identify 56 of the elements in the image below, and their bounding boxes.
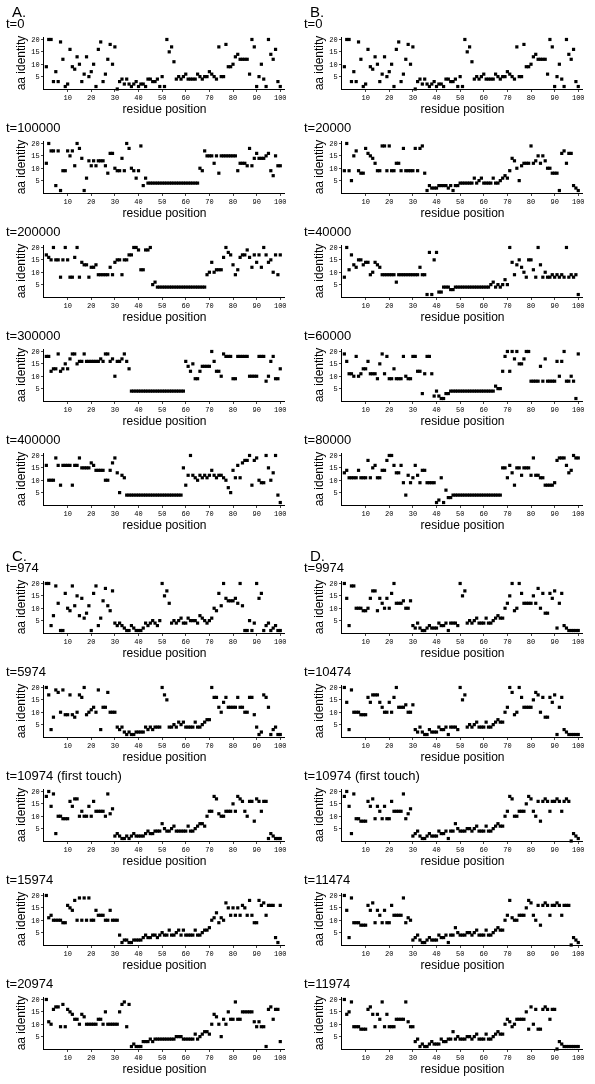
x-axis-title: residue position xyxy=(420,854,505,869)
x-axis-title: residue position xyxy=(420,1062,505,1077)
chart-title: t=200000 xyxy=(5,224,61,240)
chart-title: t=300000 xyxy=(5,328,61,344)
y-axis-title: aa identity xyxy=(312,579,327,635)
chart-title: t=11474 xyxy=(303,872,351,888)
chart-title: t=400000 xyxy=(5,432,61,448)
x-axis-title: residue position xyxy=(122,854,207,869)
chart-title: t=20974 xyxy=(5,976,54,992)
y-axis-title: aa identity xyxy=(14,243,29,299)
x-axis-title: residue position xyxy=(420,206,505,221)
x-axis-title: residue position xyxy=(122,750,207,765)
chart-title: t=5974 xyxy=(5,664,47,680)
y-axis-title: aa identity xyxy=(14,35,29,91)
chart-title: t=15974 xyxy=(5,872,54,888)
x-axis-title: residue position xyxy=(122,414,207,429)
y-axis-title: aa identity xyxy=(312,347,327,403)
y-axis-title: aa identity xyxy=(312,243,327,299)
chart-title: t=10974 (first touch) xyxy=(5,768,122,784)
x-axis-title: residue position xyxy=(122,1062,207,1077)
y-axis-title: aa identity xyxy=(312,451,327,507)
chart-title: t=40000 xyxy=(303,224,352,240)
x-axis-title: residue position xyxy=(122,958,207,973)
x-axis-title: residue position xyxy=(122,206,207,221)
chart-title: t=100000 xyxy=(5,120,61,136)
chart-title: t=60000 xyxy=(303,328,352,344)
x-axis-title: residue position xyxy=(420,518,505,533)
y-axis-title: aa identity xyxy=(312,787,327,843)
y-axis-title: aa identity xyxy=(14,787,29,843)
y-axis-title: aa identity xyxy=(14,683,29,739)
x-axis-title: residue position xyxy=(420,750,505,765)
x-axis-title: residue position xyxy=(122,102,207,117)
chart-title: t=11974 xyxy=(303,976,351,992)
x-axis-title: residue position xyxy=(122,518,207,533)
x-axis-title: residue position xyxy=(420,958,505,973)
x-axis-title: residue position xyxy=(122,310,207,325)
y-axis-title: aa identity xyxy=(312,139,327,195)
y-axis-title: aa identity xyxy=(14,139,29,195)
chart-title: t=80000 xyxy=(303,432,352,448)
chart-title: t=10974 (first touch) xyxy=(303,768,420,784)
y-axis-title: aa identity xyxy=(14,347,29,403)
y-axis-title: aa identity xyxy=(14,579,29,635)
x-axis-title: residue position xyxy=(420,646,505,661)
y-axis-title: aa identity xyxy=(14,451,29,507)
y-axis-title: aa identity xyxy=(312,35,327,91)
y-axis-title: aa identity xyxy=(14,995,29,1051)
x-axis-title: residue position xyxy=(122,646,207,661)
x-axis-title: residue position xyxy=(420,310,505,325)
y-axis-title: aa identity xyxy=(312,683,327,739)
chart-title: t=20000 xyxy=(303,120,352,136)
y-axis-title: aa identity xyxy=(14,891,29,947)
y-axis-title: aa identity xyxy=(312,995,327,1051)
x-axis-title: residue position xyxy=(420,414,505,429)
x-axis-title: residue position xyxy=(420,102,505,117)
chart-title: t=10474 xyxy=(303,664,352,680)
y-axis-title: aa identity xyxy=(312,891,327,947)
